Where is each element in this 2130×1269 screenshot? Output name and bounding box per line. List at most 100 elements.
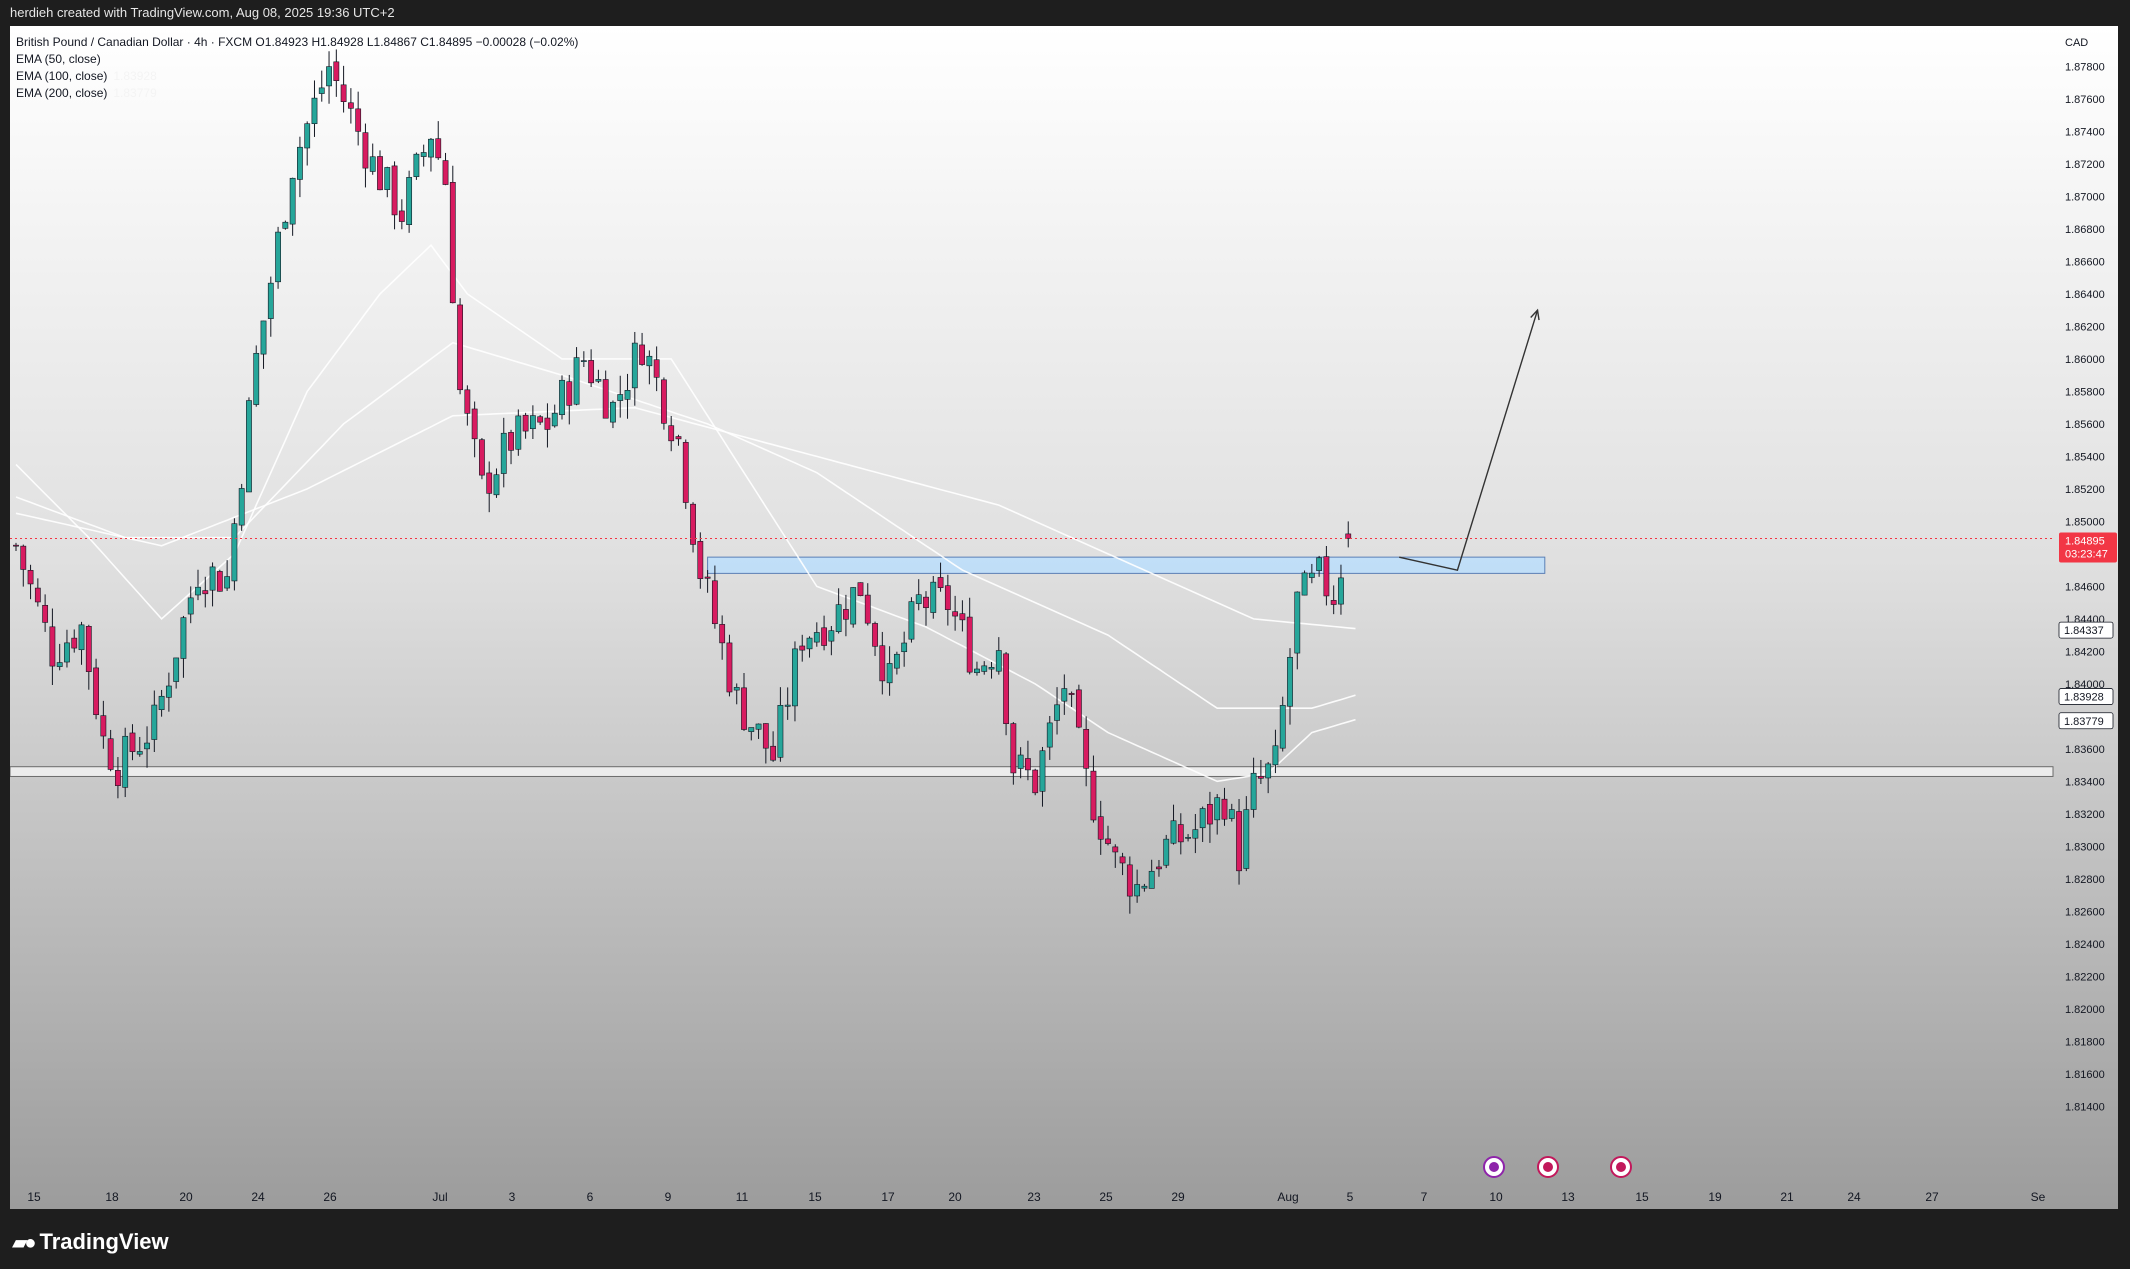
x-tick-label: 15 [808, 1190, 822, 1204]
symbol-info[interactable]: British Pound / Canadian Dollar · 4h · F… [16, 35, 579, 49]
resistance-zone-rectangle[interactable] [707, 556, 1546, 574]
candle-down [690, 503, 696, 545]
y-tick-label: 1.81800 [2065, 1036, 2105, 1048]
candle-up [369, 156, 376, 172]
candle-down [923, 596, 929, 609]
event-icon-dot [1543, 1162, 1553, 1172]
ema100-legend[interactable]: EMA (100, close) 1.83928 [16, 69, 157, 83]
x-tick-label: 5 [1347, 1190, 1354, 1204]
x-tick-label: 24 [251, 1190, 265, 1204]
y-tick-label: 1.84600 [2065, 581, 2105, 593]
candle-up [646, 355, 653, 367]
candle-down [1323, 556, 1330, 597]
y-tick-label: 1.81400 [2065, 1101, 2105, 1113]
candle-up [573, 357, 580, 405]
candle-up [784, 704, 791, 707]
candle-up [1250, 772, 1257, 810]
projection-arrow[interactable] [1399, 309, 1539, 571]
tradingview-logo[interactable]: ▰● TradingView [12, 1229, 169, 1255]
candle-down [13, 544, 19, 547]
x-tick-label: 15 [27, 1190, 41, 1204]
x-tick-label: 18 [105, 1190, 119, 1204]
price-chart[interactable]: CAD 1.87800 1.87600 1.87400 1.87200 1.87000 1.… [10, 26, 2118, 1209]
candle-down [457, 304, 463, 391]
x-tick-label: 17 [881, 1190, 895, 1204]
candle-up [1148, 870, 1155, 889]
y-tick-label: 1.87000 [2065, 191, 2105, 203]
candle-up [1316, 557, 1323, 571]
candle-down [1025, 758, 1031, 771]
ema50-legend[interactable]: EMA (50, close) [16, 52, 101, 66]
candle-up [1301, 572, 1308, 596]
y-tick-label: 1.83600 [2065, 744, 2105, 756]
y-tick-label: 1.83200 [2065, 809, 2105, 821]
candle-down [355, 108, 362, 132]
candle-up [777, 705, 784, 758]
candle-up [420, 152, 427, 157]
y-tick-label: 1.81600 [2065, 1069, 2105, 1081]
candle-up [1243, 809, 1250, 869]
candle-up [260, 320, 267, 355]
candle-down [937, 577, 944, 588]
candle-down [1221, 798, 1228, 820]
candle-up [267, 282, 274, 319]
candle-up [915, 594, 922, 604]
projection-arrow-head [1530, 308, 1540, 321]
candle-down [653, 359, 660, 378]
candle-down [216, 571, 223, 592]
x-tick-label: 6 [587, 1190, 594, 1204]
candle-up [151, 704, 158, 740]
candle-up [209, 566, 216, 591]
candle-up [631, 342, 638, 389]
candle-up [1134, 884, 1141, 897]
candle-up [282, 221, 289, 229]
chart-area[interactable]: CAD 1.87800 1.87600 1.87400 1.87200 1.87000 1.… [10, 26, 2118, 1209]
candle-up [515, 415, 522, 450]
candle-up [1170, 820, 1177, 844]
candle-down [449, 182, 456, 304]
ema100-line[interactable] [15, 341, 1356, 709]
ema-axis-badge [2058, 688, 2114, 705]
candle-up [1054, 704, 1060, 721]
candle-up [231, 523, 238, 582]
candle-up [617, 394, 624, 401]
candle-up [988, 667, 995, 670]
x-tick-label: 19 [1708, 1190, 1722, 1204]
candle-up [610, 401, 616, 423]
candle-down [944, 585, 951, 610]
candle-up [56, 662, 63, 667]
candle-up [974, 668, 980, 674]
candle-up [297, 146, 303, 180]
axis-currency: CAD [2065, 37, 2088, 49]
candle-up [158, 695, 165, 710]
y-tick-label: 1.85200 [2065, 484, 2105, 496]
candle-down [682, 442, 689, 503]
ema200-legend[interactable]: EMA (200, close) 1.83779 [16, 86, 157, 100]
support-line-band[interactable] [10, 766, 2054, 777]
y-tick-label: 1.85600 [2065, 419, 2105, 431]
candle-up [748, 727, 755, 732]
candle-down [1345, 533, 1352, 539]
candle-down [1003, 653, 1009, 725]
ema50-line[interactable] [15, 243, 1356, 783]
y-tick-label: 1.86800 [2065, 224, 2105, 236]
candle-down [1112, 846, 1119, 853]
y-tick-label: 1.87400 [2065, 126, 2105, 138]
candle-up [180, 617, 187, 659]
candle-up [253, 352, 260, 405]
candle-up [311, 97, 318, 125]
candle-up [1279, 705, 1286, 749]
candle-up [224, 576, 231, 589]
candle-down [1119, 856, 1126, 864]
candle-down [843, 609, 849, 620]
y-tick-label: 1.86200 [2065, 321, 2105, 333]
candle-down [770, 745, 777, 761]
candle-up [500, 432, 507, 474]
y-tick-label: 1.83400 [2065, 776, 2105, 788]
y-tick-label: 1.87800 [2065, 61, 2105, 73]
y-tick-label: 1.82400 [2065, 939, 2105, 951]
candle-down [1236, 811, 1242, 872]
candle-up [136, 751, 143, 755]
candle-up [559, 379, 565, 416]
candle-down [479, 439, 485, 476]
